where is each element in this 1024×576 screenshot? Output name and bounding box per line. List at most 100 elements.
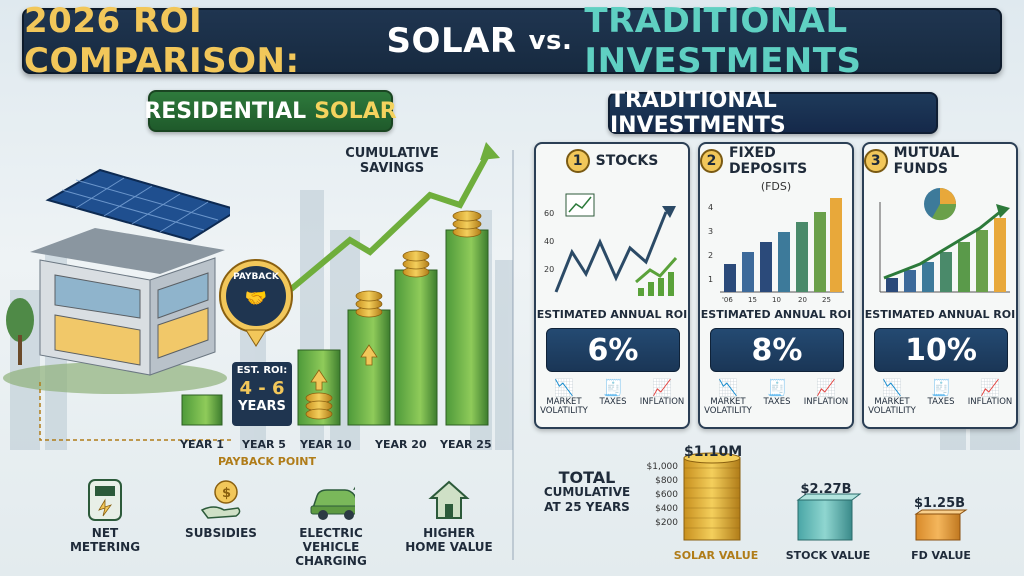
card-fd-title: FIXED DEPOSITS [728,145,808,177]
payback-connector [39,382,233,441]
year-label-25: YEAR 25 [440,438,492,451]
year-label-20: YEAR 20 [375,438,427,451]
card-stocks-header: 1 STOCKS [536,144,688,178]
solar-amount: $1.10M [684,444,743,460]
bar-year-1 [181,394,223,426]
meter-icon [81,478,129,522]
total-label-l2: CUMULATIVE [543,485,631,499]
card-fd-roi-label: ESTIMATED ANNUAL ROI [700,308,852,321]
est-roi-box: EST. ROI: 4 - 6 YEARS [232,362,292,426]
stock-amount: $2.27B [800,482,852,497]
feature-2-l1: SUBSIDIES [185,526,257,540]
fd-chart: 4 3 2 1 '06 15 10 20 25 [708,198,844,304]
card-mf-risks: 📉 MARKET VOLATILITY 🧾 TAXES 📈 INFLATION [868,378,1014,426]
total-label-l3: AT 25 YEARS [544,500,630,514]
risk-market-volatility: 📉 MARKET VOLATILITY [704,378,752,416]
stock-value-label: STOCK VALUE [785,549,871,562]
fd-value-label: FD VALUE [911,549,971,562]
risk-inflation: 📈 INFLATION [803,378,849,407]
fd-ytick-4: 4 [708,203,713,212]
risk-inflation: 📈 INFLATION [967,378,1013,407]
year-label-10: YEAR 10 [300,438,352,451]
card-stocks: 1 STOCKS 60 40 20 ESTIMATED ANNUAL ROI 6… [534,142,690,429]
risk-inflation: 📈 INFLATION [639,378,685,407]
payback-callout: PAYBACK 🤝 [208,258,304,358]
totals-chart [683,452,968,541]
cumulative-line1: CUMULATIVE [345,146,439,161]
traditional-investments-label: TRADITIONAL INVESTMENTS [608,88,938,138]
fd-amount: $1.25B [914,496,966,511]
feature-subsidies: $ SUBSIDIES [166,478,276,540]
risk-taxes: 🧾 TAXES [763,378,791,407]
stocks-chart: 60 40 20 [544,193,678,296]
risk-taxes: 🧾 TAXES [599,378,627,407]
est-roi-line1: EST. ROI: [236,365,288,376]
feature-4-l1: HIGHER [423,526,475,540]
title-banner: 2026 ROI COMPARISON: SOLAR vs. TRADITION… [22,1,1002,81]
electric-car-icon [307,478,355,522]
est-roi-line2: 4 - 6 [239,378,285,399]
card-stocks-risks: 📉 MARKET VOLATILITY 🧾 TAXES 📈 INFLATION [540,378,686,426]
feature-3-l1: ELECTRIC VEHICLE [299,526,363,554]
risk-market-volatility: 📉 MARKET VOLATILITY [540,378,588,416]
stocks-ytick-40: 40 [544,237,554,246]
residential-label-solar: SOLAR [314,98,397,124]
hand-coin-icon: $ [197,478,245,522]
fd-ytick-3: 3 [708,227,713,236]
stocks-ytick-20: 20 [544,265,554,274]
residential-label-prefix: RESIDENTIAL [144,98,307,124]
feature-1-l1: NET [91,526,119,540]
feature-net-metering: NET METERING [50,478,160,554]
stocks-ytick-60: 60 [544,209,554,218]
risk-taxes: 🧾 TAXES [927,378,955,407]
card-stocks-roi-label: ESTIMATED ANNUAL ROI [536,308,688,321]
svg-text:$: $ [222,486,231,501]
totals-y-axis: $1,000 $800 $600 $400 $200 [634,460,679,530]
feature-1-l2: METERING [69,540,141,554]
card-fd-subtitle: (FDS) [760,180,792,193]
title-part2: SOLAR [386,21,517,61]
card-fd-number: 2 [700,149,723,173]
handshake-icon: 🤝 [244,288,268,309]
card-mutual-funds: 3 MUTUAL FUNDS ESTIMATED ANNUAL ROI 10% … [862,142,1018,429]
house-icon [425,478,473,522]
card-mf-roi-label: ESTIMATED ANNUAL ROI [864,308,1016,321]
card-stocks-number: 1 [565,149,590,173]
fd-xtick-15: 15 [748,296,757,304]
title-part3: TRADITIONAL INVESTMENTS [584,1,862,81]
feature-3-l2: CHARGING [295,554,367,568]
totals-ytick-800: $800 [655,476,678,486]
tax-document-icon: 🧾 [767,378,787,397]
fd-ytick-2: 2 [708,251,713,260]
card-mf-title: MUTUAL FUNDS [893,145,960,177]
bar-year-20 [394,269,438,426]
mf-chart [879,188,1010,293]
cumulative-line2: SAVINGS [359,161,425,176]
feature-home-value: HIGHER HOME VALUE [394,478,504,554]
card-fixed-deposits: 2 FIXED DEPOSITS (FDS) 4 3 2 1 '06 15 10… [698,142,854,429]
payback-badge-shape [219,259,293,347]
fd-xtick-20: 20 [798,296,807,304]
solar-value-label: SOLAR VALUE [673,549,759,562]
down-chart-icon: 📉 [882,378,902,397]
tax-document-icon: 🧾 [603,378,623,397]
fd-ytick-1: 1 [708,275,713,284]
totals-ytick-200: $200 [655,518,678,528]
risk-market-volatility: 📉 MARKET VOLATILITY [868,378,916,416]
solar-house-illustration [3,168,230,394]
residential-solar-label: RESIDENTIAL SOLAR [144,90,397,132]
feature-ev-charging: ELECTRIC VEHICLE CHARGING [276,478,386,568]
card-stocks-title: STOCKS [595,153,659,169]
payback-point-label: PAYBACK POINT [218,455,317,468]
bar-year-15 [347,309,391,426]
feature-4-l2: HOME VALUE [405,540,493,554]
card-mf-header: 3 MUTUAL FUNDS [864,144,1016,178]
bar-year-25 [445,229,489,426]
year-label-1: YEAR 1 [180,438,224,451]
total-cumulative-label: TOTAL CUMULATIVE AT 25 YEARS [540,470,634,515]
totals-ytick-1000: $1,000 [646,462,679,472]
title-vs: vs. [528,26,573,56]
title-part1: 2026 ROI COMPARISON: [24,1,300,81]
fd-xtick-06: '06 [722,296,733,304]
card-mf-roi-value: 10% [874,328,1008,372]
